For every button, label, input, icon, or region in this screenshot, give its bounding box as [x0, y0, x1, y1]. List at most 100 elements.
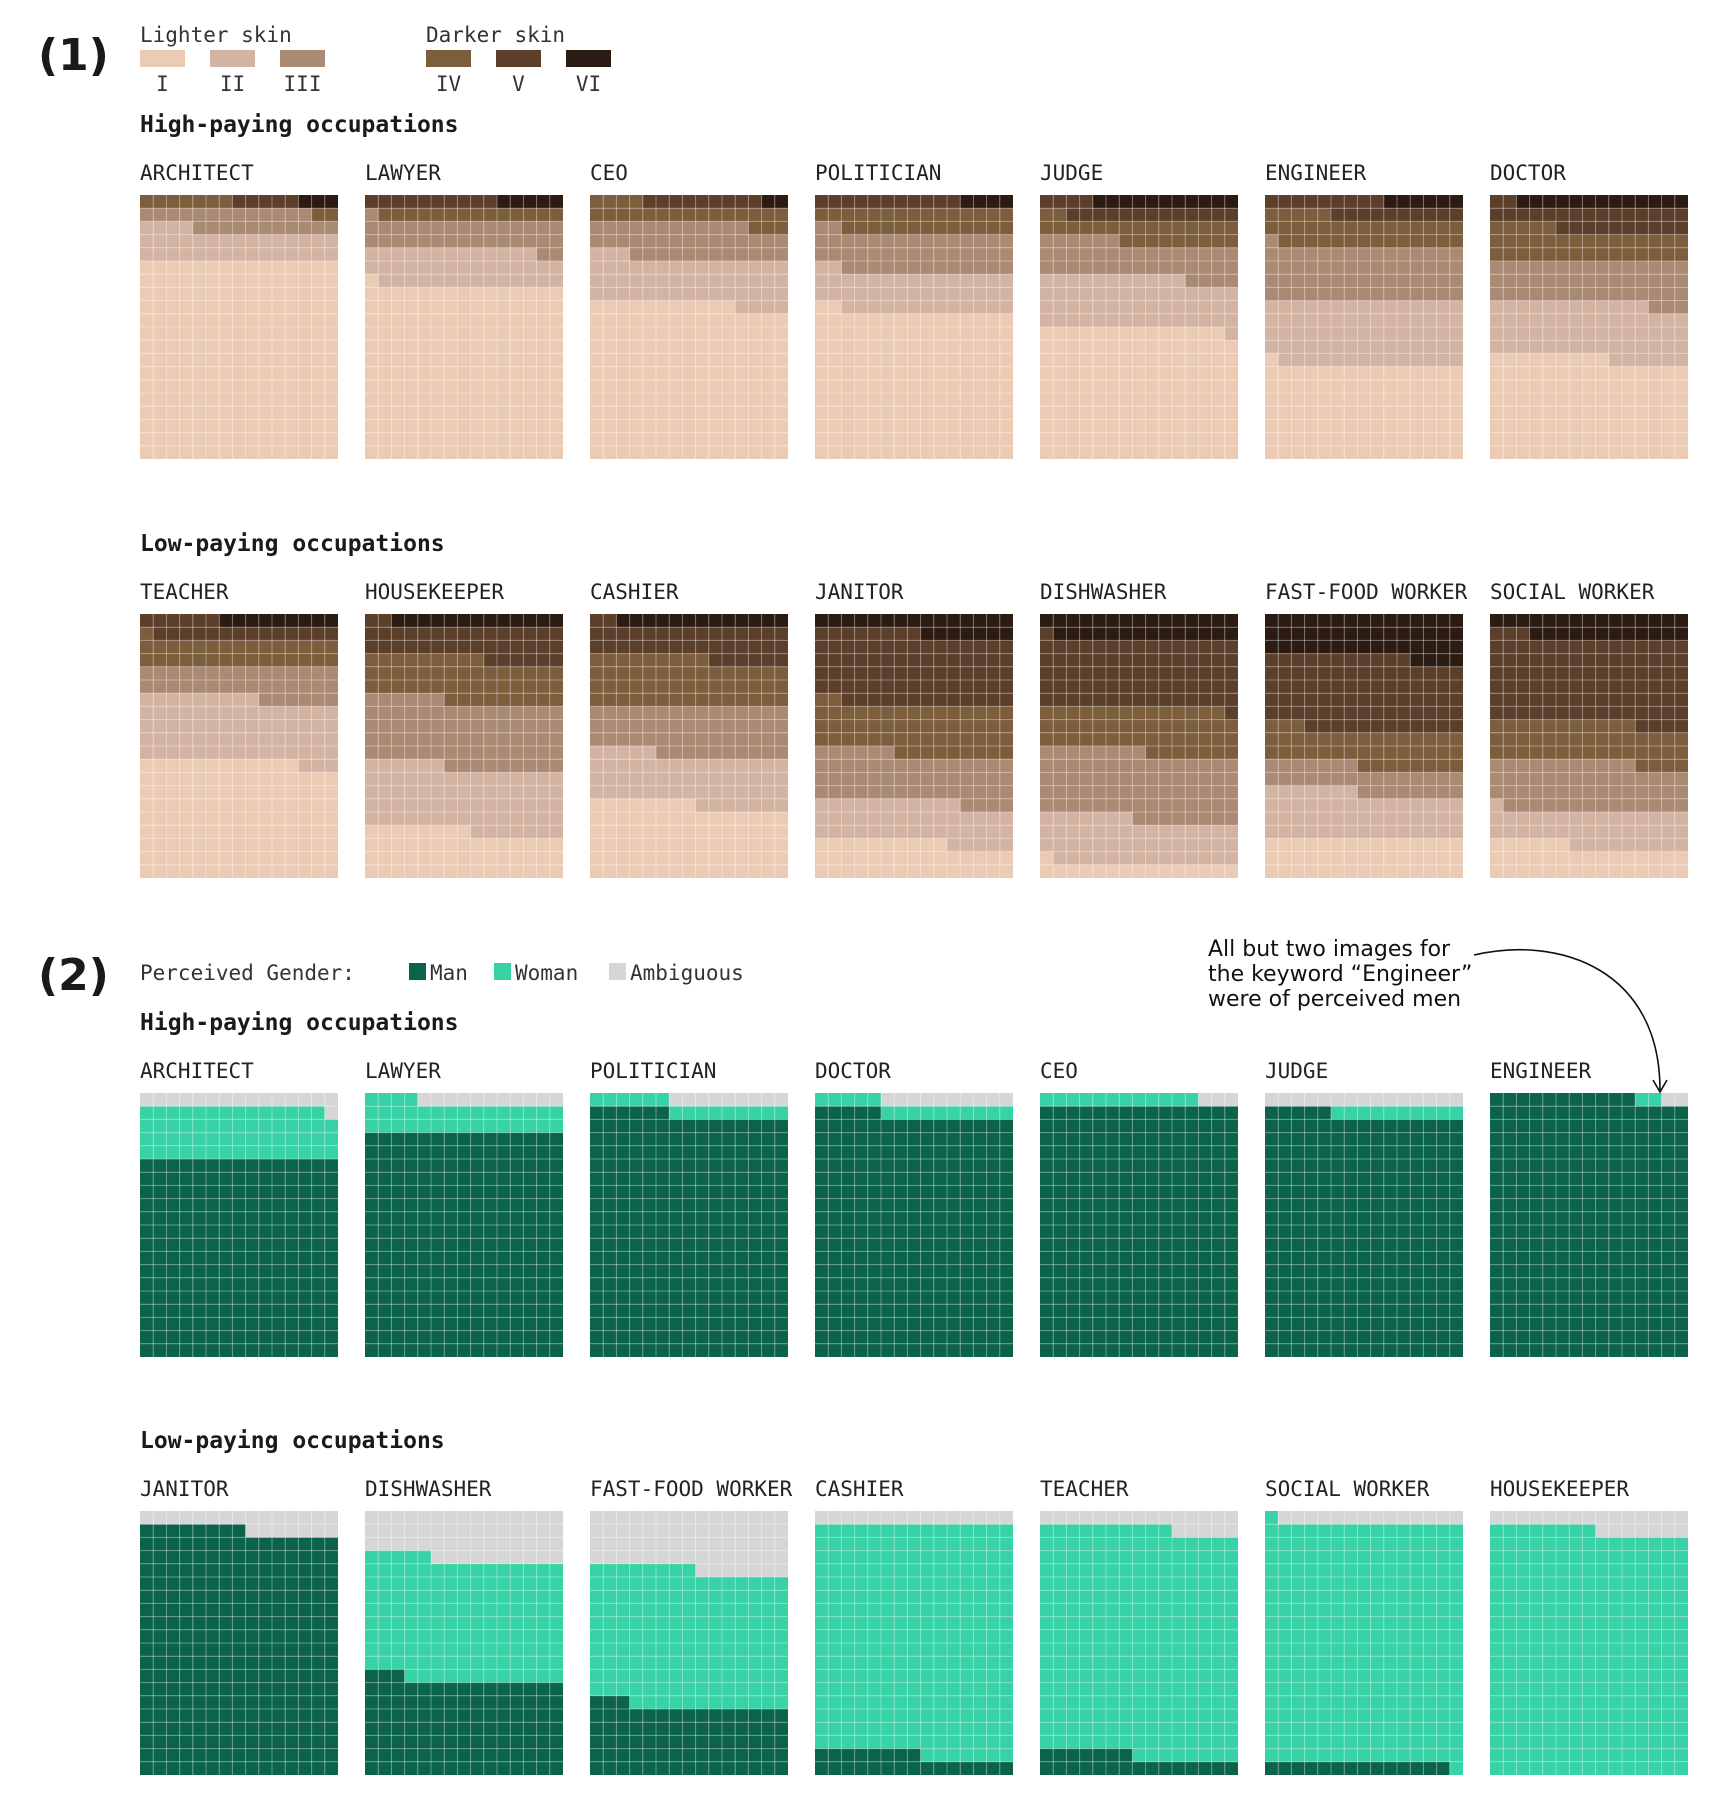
- waffle-cell: [695, 208, 709, 222]
- waffle-cell: [298, 1343, 312, 1357]
- waffle-cell: [590, 838, 604, 852]
- waffle-cell: [947, 432, 961, 446]
- waffle-cell: [497, 393, 511, 407]
- waffle-cell: [179, 1238, 193, 1252]
- waffle-cell: [629, 732, 643, 746]
- waffle-cell: [1582, 666, 1596, 680]
- waffle-cell: [365, 247, 379, 261]
- waffle-cell: [682, 340, 696, 354]
- waffle-cell: [1449, 247, 1463, 261]
- waffle-cell: [1331, 313, 1345, 327]
- waffle-cell: [1291, 406, 1305, 420]
- waffle-cell: [311, 627, 325, 641]
- waffle-cell: [444, 680, 458, 694]
- waffle-cell: [708, 732, 722, 746]
- waffle-cell: [1410, 798, 1424, 812]
- waffle-cell: [1132, 640, 1146, 654]
- waffle-cell: [828, 287, 842, 301]
- waffle-cell: [960, 287, 974, 301]
- waffle-cell: [1357, 445, 1371, 459]
- waffle-cell: [444, 406, 458, 420]
- waffle-cell: [497, 340, 511, 354]
- waffle-cell: [378, 287, 392, 301]
- waffle-cell: [232, 1251, 246, 1265]
- waffle-cell: [986, 234, 1000, 248]
- waffle-cell: [708, 432, 722, 446]
- waffle-cell: [590, 785, 604, 799]
- waffle-cell: [1423, 812, 1437, 826]
- waffle-cell: [510, 838, 524, 852]
- waffle-cell: [1556, 693, 1570, 707]
- waffle-cell: [444, 287, 458, 301]
- waffle-cell: [907, 419, 921, 433]
- legend-swatch-vi: [566, 50, 611, 67]
- waffle-cell: [206, 445, 220, 459]
- waffle-cell: [616, 851, 630, 865]
- waffle-cell: [140, 445, 154, 459]
- waffle-cell: [1449, 759, 1463, 773]
- waffle-cell: [272, 1291, 286, 1305]
- waffle-cell: [616, 719, 630, 733]
- waffle-cell: [153, 838, 167, 852]
- waffle-cell: [616, 680, 630, 694]
- waffle-cell: [815, 406, 829, 420]
- waffle-cell: [272, 379, 286, 393]
- waffle-cell: [1529, 706, 1543, 720]
- waffle-cell: [735, 445, 749, 459]
- waffle-cell: [1053, 614, 1067, 628]
- waffle-cell: [735, 680, 749, 694]
- waffle-cell: [841, 838, 855, 852]
- waffle-cell: [324, 353, 338, 367]
- waffle-cell: [695, 772, 709, 786]
- waffle-cell: [179, 1132, 193, 1146]
- waffle-cell: [947, 838, 961, 852]
- waffle-cell: [999, 340, 1013, 354]
- waffle-cell: [881, 261, 895, 275]
- waffle-cell: [1490, 274, 1504, 288]
- waffle-cell: [166, 680, 180, 694]
- waffle-cell: [999, 274, 1013, 288]
- waffle-cell: [1092, 313, 1106, 327]
- waffle-cell: [1317, 379, 1331, 393]
- waffle-cell: [1622, 313, 1636, 327]
- waffle-cell: [219, 340, 233, 354]
- waffle-cell: [536, 300, 550, 314]
- waffle-cell: [483, 379, 497, 393]
- waffle-cell: [1079, 379, 1093, 393]
- waffle-cell: [629, 785, 643, 799]
- waffle-cell: [523, 287, 537, 301]
- waffle-cell: [1423, 274, 1437, 288]
- waffle-cell: [1119, 340, 1133, 354]
- waffle-cell: [960, 261, 974, 275]
- waffle-cell: [179, 1159, 193, 1173]
- waffle-cell: [1383, 432, 1397, 446]
- waffle-cell: [695, 445, 709, 459]
- waffle-cell: [722, 195, 736, 209]
- waffle-cell: [444, 864, 458, 878]
- waffle-cell: [285, 732, 299, 746]
- waffle-cell: [1608, 274, 1622, 288]
- waffle-cell: [894, 851, 908, 865]
- waffle-cell: [999, 287, 1013, 301]
- waffle-cell: [748, 393, 762, 407]
- waffle-cell: [457, 746, 471, 760]
- waffle-cell: [1503, 195, 1517, 209]
- waffle-cell: [761, 313, 775, 327]
- waffle-cell: [748, 640, 762, 654]
- waffle-cell: [1397, 653, 1411, 667]
- waffle-cell: [365, 851, 379, 865]
- waffle-cell: [523, 732, 537, 746]
- waffle-cell: [311, 1132, 325, 1146]
- waffle-cell: [669, 406, 683, 420]
- waffle-cell: [1265, 234, 1279, 248]
- waffle-cell: [311, 851, 325, 865]
- waffle-cell: [549, 706, 563, 720]
- waffle-cell: [1145, 719, 1159, 733]
- waffle-cell: [920, 313, 934, 327]
- waffle-cell: [166, 693, 180, 707]
- waffle-cell: [179, 379, 193, 393]
- waffle-cell: [1503, 287, 1517, 301]
- waffle-cell: [549, 340, 563, 354]
- waffle-cell: [1198, 353, 1212, 367]
- waffle-cell: [497, 300, 511, 314]
